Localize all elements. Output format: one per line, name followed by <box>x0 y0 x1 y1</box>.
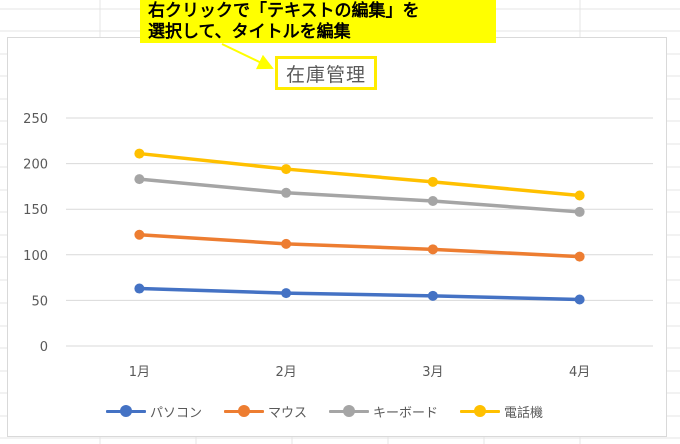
data-point[interactable] <box>134 174 145 185</box>
legend-label: パソコン <box>150 405 203 421</box>
y-tick-label: 50 <box>31 294 48 309</box>
series-line[interactable] <box>137 232 582 259</box>
legend-label: 電話機 <box>504 405 544 421</box>
data-point[interactable] <box>574 251 585 262</box>
legend-swatch <box>224 405 265 417</box>
chart-title[interactable]: 在庫管理 <box>286 63 367 86</box>
legend-swatch <box>460 405 501 417</box>
data-point[interactable] <box>281 164 292 175</box>
data-point[interactable] <box>281 238 292 249</box>
chart-title-box[interactable]: 在庫管理 <box>275 56 378 90</box>
y-tick-label: 100 <box>23 249 48 264</box>
plot-area: 0 50 100 150 200 250 1月 2月 3月 4月 <box>23 112 653 380</box>
data-point[interactable] <box>134 229 145 240</box>
series-line[interactable] <box>137 177 582 214</box>
legend-swatch <box>329 405 370 417</box>
data-point[interactable] <box>574 190 585 201</box>
y-tick-label: 150 <box>23 203 48 218</box>
series-line[interactable] <box>137 151 582 198</box>
data-point[interactable] <box>427 195 438 206</box>
series-1[interactable] <box>134 229 585 262</box>
data-point[interactable] <box>427 290 438 301</box>
data-point[interactable] <box>281 288 292 299</box>
y-tick-label: 200 <box>23 158 48 173</box>
series-3[interactable] <box>134 148 585 201</box>
callout-line-1: 右クリックで「テキストの編集」を <box>148 1 420 21</box>
legend-label: マウス <box>268 405 308 421</box>
data-point[interactable] <box>281 187 292 198</box>
series-0[interactable] <box>134 283 585 305</box>
x-tick-label: 1月 <box>129 365 150 380</box>
data-point[interactable] <box>574 294 585 305</box>
y-tick-label: 0 <box>40 340 48 355</box>
data-point[interactable] <box>574 206 585 217</box>
series-line[interactable] <box>137 286 582 302</box>
legend-label: キーボード <box>373 405 439 421</box>
x-tick-label: 4月 <box>569 365 590 380</box>
data-point[interactable] <box>134 283 145 294</box>
legend-item[interactable]: 電話機 <box>460 402 543 421</box>
y-tick-label: 250 <box>23 112 48 127</box>
annotation-callout: 右クリックで「テキストの編集」を 選択して、タイトルを編集 <box>140 0 496 43</box>
chart-area[interactable]: 0 50 100 150 200 250 1月 2月 3月 4月 <box>7 37 667 437</box>
x-tick-label: 3月 <box>422 365 443 380</box>
callout-line-2: 選択して、タイトルを編集 <box>148 22 351 42</box>
legend-item[interactable]: キーボード <box>329 402 438 421</box>
legend-item[interactable]: パソコン <box>106 402 202 421</box>
legend-item[interactable]: マウス <box>224 402 307 421</box>
chart-legend[interactable]: パソコン マウス キーボード 電話機 <box>106 400 543 422</box>
data-point[interactable] <box>427 176 438 187</box>
series-2[interactable] <box>134 174 585 217</box>
data-point[interactable] <box>134 148 145 159</box>
data-point[interactable] <box>427 244 438 255</box>
x-tick-label: 2月 <box>275 365 296 380</box>
legend-swatch <box>106 405 146 417</box>
